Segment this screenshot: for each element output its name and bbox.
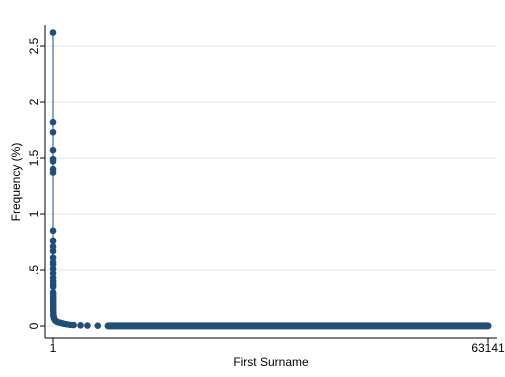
y-tick-label: 1 [27,210,41,217]
data-point [49,29,57,36]
data-point [77,322,84,329]
y-axis-title: Frequency (%) [9,143,23,222]
data-point [49,169,57,176]
data-point [49,128,57,136]
data-point [104,322,112,330]
y-tick-label: 2.5 [27,37,41,54]
x-axis-title: First Surname [233,355,309,369]
data-point [70,321,77,329]
y-tick-label: 0 [27,322,41,329]
data-point [84,322,91,329]
data-point [49,247,57,255]
data-point [49,146,57,154]
data-point [49,118,57,126]
data-point [49,158,57,165]
data-point [94,322,102,329]
data-point [49,283,57,291]
data-point [49,227,57,235]
x-tick-label: 63141 [471,341,505,355]
y-tick-label: .5 [27,265,41,275]
data-point [49,237,57,245]
x-tick-label: 1 [50,341,57,355]
y-tick-label: 1.5 [27,149,41,166]
y-tick-label: 2 [27,98,41,105]
